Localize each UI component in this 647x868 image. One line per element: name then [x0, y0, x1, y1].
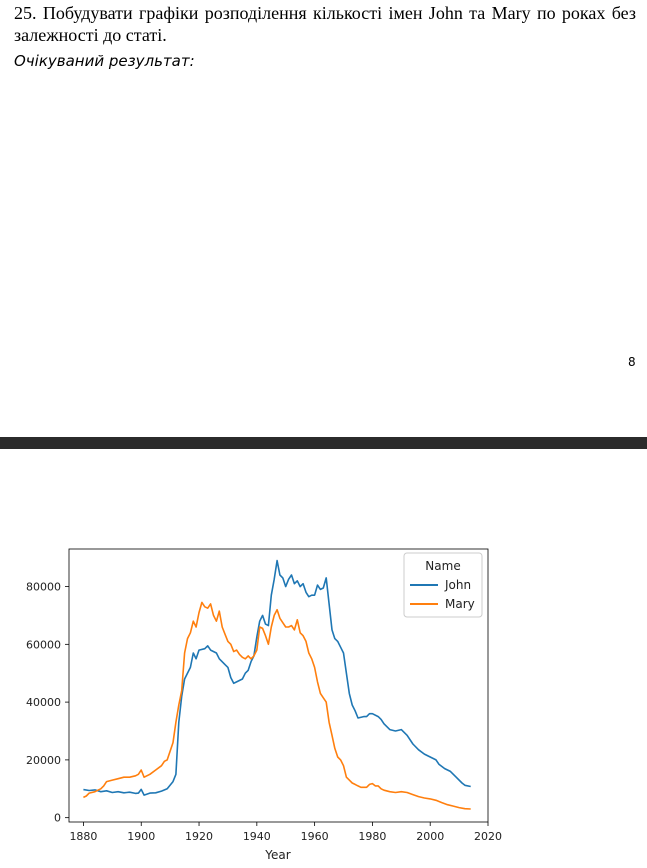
y-tick-label: 0: [54, 812, 61, 825]
legend-entry-mary: Mary: [445, 597, 475, 611]
legend-title: Name: [425, 559, 460, 573]
y-tick-label: 20000: [26, 754, 61, 767]
page-break-bar: [0, 437, 647, 449]
legend-entry-john: John: [444, 578, 471, 592]
y-axis: 0 20000 40000 60000 80000: [26, 581, 69, 825]
legend-box: [403, 552, 483, 618]
page-number: 8: [628, 355, 636, 369]
series-line-john: [83, 559, 471, 796]
chart-area: 1880 1900 1920 1940 1960 1980 2000 2020 0 20000 4…: [0, 449, 647, 863]
x-tick-label: 1900: [127, 830, 155, 843]
series-layer: [83, 559, 471, 810]
task-statement: 25. Побудувати графіки розподілення кіль…: [14, 3, 636, 45]
x-tick-label: 1880: [69, 830, 97, 843]
x-tick-label: 1960: [301, 830, 329, 843]
y-tick-label: 40000: [26, 696, 61, 709]
x-axis: 1880 1900 1920 1940 1960 1980 2000 2020: [69, 822, 502, 843]
x-tick-label: 1980: [358, 830, 386, 843]
x-tick-label: 2000: [416, 830, 444, 843]
legend: Name John Mary: [403, 552, 483, 618]
x-tick-label: 1940: [243, 830, 271, 843]
expected-result-label: Очікуваний результат:: [14, 52, 195, 70]
x-axis-label: Year: [264, 848, 290, 862]
plot-frame: [68, 548, 489, 823]
y-tick-label: 60000: [26, 638, 61, 651]
line-chart: 1880 1900 1920 1940 1960 1980 2000 2020 0 20000 4…: [26, 548, 502, 862]
x-tick-label: 1920: [185, 830, 213, 843]
x-tick-label: 2020: [474, 830, 502, 843]
series-line-mary: [83, 601, 471, 810]
y-tick-label: 80000: [26, 581, 61, 594]
